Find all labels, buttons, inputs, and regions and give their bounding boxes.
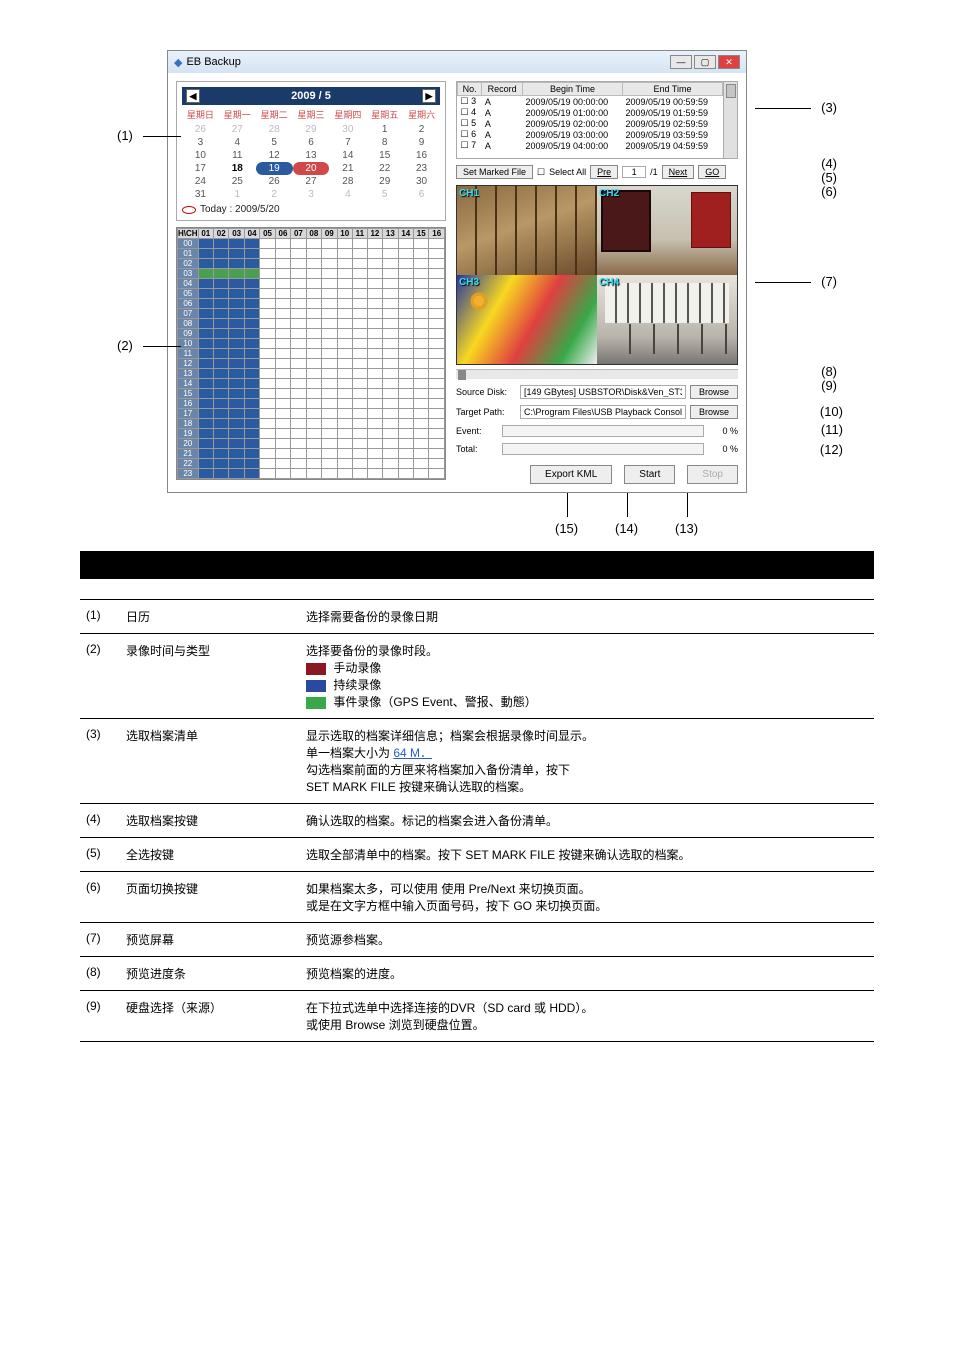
preview-ch2: CH2 [597, 186, 737, 275]
table-row: (8) 预览进度条 预览档案的进度。 [80, 957, 874, 991]
cal-today: Today : 2009/5/20 [182, 204, 440, 215]
callout-12: (12) [820, 442, 843, 457]
callout-3: (3) [821, 100, 837, 115]
table-row: (2) 录像时间与类型 选择要备份的录像时段。 手动录像 持续录像 事件录像（G… [80, 634, 874, 719]
callout-11: (11) [821, 422, 843, 437]
start-button[interactable]: Start [624, 465, 675, 484]
preview-grid: CH1 CH2 CH3 CH4 [456, 185, 738, 365]
callout-10: (10) [820, 404, 843, 419]
cal-days-grid[interactable]: 2627282930123456789101112131415161718192… [182, 123, 440, 201]
preview-ch4: CH4 [597, 275, 737, 364]
event-progress [502, 425, 704, 437]
callout-15: (15) [555, 521, 578, 536]
page-input[interactable] [622, 166, 646, 178]
go-button[interactable]: GO [698, 165, 726, 179]
preview-slider[interactable] [456, 369, 738, 379]
total-pct: 0 % [710, 444, 738, 454]
source-browse-button[interactable]: Browse [690, 385, 738, 399]
table-row: (3) 选取档案清单 显示选取的档案详细信息；档案会根据录像时间显示。 单一档案… [80, 719, 874, 804]
preview-ch1: CH1 [457, 186, 597, 275]
stop-button[interactable]: Stop [687, 465, 738, 484]
source-disk-label: Source Disk: [456, 387, 516, 397]
eb-backup-figure: (1) (2) (3) (4) (5) (6) (7) (8) (9) (10)… [117, 50, 837, 541]
callout-6: (6) [821, 184, 837, 199]
eb-backup-window: ◆ EB Backup — ▢ ✕ ◀ 2009 / 5 ▶ 星期日星期一星期二… [167, 50, 747, 493]
export-kml-button[interactable]: Export KML [530, 465, 612, 484]
file-list-scrollbar[interactable] [723, 82, 737, 158]
title-bar: ◆ EB Backup — ▢ ✕ [168, 51, 746, 73]
record-grid[interactable]: H\CH010203040506070809101112131415160001… [176, 227, 446, 480]
today-icon [182, 206, 196, 214]
callout-13: (13) [675, 521, 698, 536]
table-row: (6) 页面切换按键 如果档案太多，可以使用 使用 Pre/Next 来切换页面… [80, 872, 874, 923]
target-path-input[interactable] [520, 405, 686, 419]
cal-month-label: 2009 / 5 [291, 90, 331, 102]
callout-14: (14) [615, 521, 638, 536]
callout-9: (9) [821, 378, 837, 393]
green-swatch [306, 697, 326, 709]
source-disk-input[interactable] [520, 385, 686, 399]
file-size-link[interactable]: 64 M． [393, 746, 432, 760]
window-title: EB Backup [186, 56, 240, 68]
select-all-checkbox[interactable]: ☐ [537, 167, 545, 178]
total-progress [502, 443, 704, 455]
table-row: (5) 全选按键 选取全部清单中的档案。按下 SET MARK FILE 按键来… [80, 838, 874, 872]
total-label: Total: [456, 444, 496, 454]
black-divider [80, 551, 874, 579]
callout-7: (7) [821, 274, 837, 289]
blue-swatch [306, 680, 326, 692]
target-path-label: Target Path: [456, 407, 516, 417]
table-row: (9) 硬盘选择（来源） 在下拉式选单中选择连接的DVR（SD card 或 H… [80, 991, 874, 1042]
app-icon: ◆ [174, 56, 182, 69]
red-swatch [306, 663, 326, 675]
file-list[interactable]: No.RecordBegin TimeEnd Time☐ 3A2009/05/1… [456, 81, 738, 159]
table-row: (7) 预览屏幕 预览源参档案。 [80, 923, 874, 957]
select-all-label: Select All [549, 167, 586, 177]
cal-next-button[interactable]: ▶ [422, 89, 436, 103]
table-row: (1) 日历 选择需要备份的录像日期 [80, 600, 874, 634]
target-browse-button[interactable]: Browse [690, 405, 738, 419]
set-marked-file-button[interactable]: Set Marked File [456, 165, 533, 179]
close-button[interactable]: ✕ [718, 55, 740, 69]
calendar: ◀ 2009 / 5 ▶ 星期日星期一星期二星期三星期四星期五星期六 26272… [176, 81, 446, 221]
event-label: Event: [456, 426, 496, 436]
cal-prev-button[interactable]: ◀ [186, 89, 200, 103]
minimize-button[interactable]: — [670, 55, 692, 69]
callout-4: (4) [821, 156, 837, 171]
event-pct: 0 % [710, 426, 738, 436]
description-table: (1) 日历 选择需要备份的录像日期 (2) 录像时间与类型 选择要备份的录像时… [80, 599, 874, 1042]
table-row: (4) 选取档案按键 确认选取的档案。标记的档案会进入备份清单。 [80, 804, 874, 838]
cal-weekdays: 星期日星期一星期二星期三星期四星期五星期六 [182, 108, 440, 121]
callout-5: (5) [821, 170, 837, 185]
preview-ch3: CH3 [457, 275, 597, 364]
paging-bar: Set Marked File ☐ Select All Pre /1 Next… [456, 165, 738, 179]
callout-2: (2) [117, 338, 133, 353]
maximize-button[interactable]: ▢ [694, 55, 716, 69]
page-total: /1 [650, 167, 658, 177]
next-button[interactable]: Next [662, 165, 695, 179]
callout-1: (1) [117, 128, 133, 143]
pre-button[interactable]: Pre [590, 165, 618, 179]
callout-8: (8) [821, 364, 837, 379]
